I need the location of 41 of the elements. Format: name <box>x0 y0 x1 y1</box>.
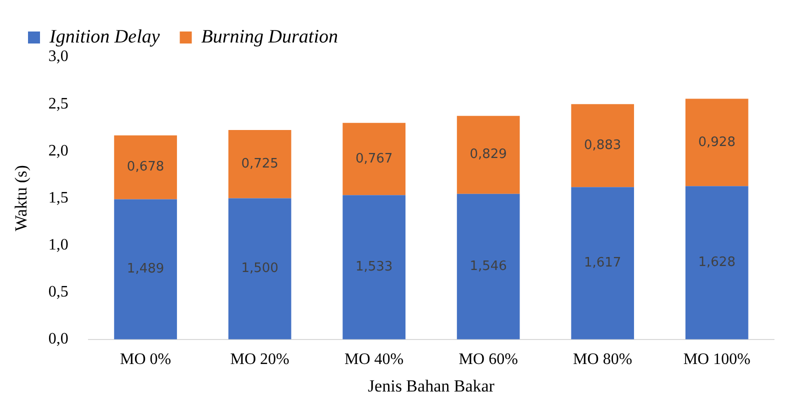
data-label: 1,533 <box>355 260 393 275</box>
legend-label: Burning Duration <box>201 26 338 48</box>
y-tick-label: 1,0 <box>48 236 68 254</box>
bar <box>571 104 634 188</box>
bar <box>228 198 292 340</box>
data-label: 1,617 <box>584 256 622 271</box>
y-tick-label: 0,5 <box>48 284 68 301</box>
x-tick-label: MO 0% <box>120 351 172 368</box>
bar <box>342 122 406 196</box>
y-tick-label: 1,5 <box>48 189 68 206</box>
bar <box>685 98 748 186</box>
bar <box>114 199 177 340</box>
data-label: 0,725 <box>241 156 278 172</box>
bar <box>228 130 292 198</box>
data-label: 0,928 <box>698 134 736 150</box>
y-tick-label: 2,0 <box>48 142 68 160</box>
y-axis-title: Waktu (s) <box>12 165 31 232</box>
x-tick-label: MO 60% <box>458 351 518 368</box>
bar <box>456 194 520 340</box>
y-tick-label: 0,0 <box>48 330 68 348</box>
data-label: 1,546 <box>470 259 507 274</box>
bar <box>571 187 634 340</box>
bar <box>456 116 520 194</box>
x-tick-label: MO 20% <box>230 351 290 368</box>
legend-label: Ignition Delay <box>48 26 160 48</box>
bar <box>114 135 177 200</box>
data-label: 0,883 <box>584 138 622 153</box>
data-label: 0,767 <box>355 151 393 166</box>
x-tick-label: MO 40% <box>344 351 404 368</box>
data-label: 1,628 <box>698 255 736 270</box>
bar <box>342 195 406 340</box>
y-tick-label: 2,5 <box>48 95 68 112</box>
x-tick-label: MO 100% <box>683 351 750 368</box>
x-tick-label: MO 80% <box>573 351 632 368</box>
data-label: 0,678 <box>126 160 164 175</box>
y-tick-label: 3,0 <box>48 48 68 66</box>
x-axis-title: Jenis Bahan Bakar <box>368 376 495 396</box>
data-label: 0,829 <box>470 147 507 162</box>
data-label: 1,489 <box>126 262 164 277</box>
bar <box>685 186 748 340</box>
data-label: 1,500 <box>241 261 278 276</box>
